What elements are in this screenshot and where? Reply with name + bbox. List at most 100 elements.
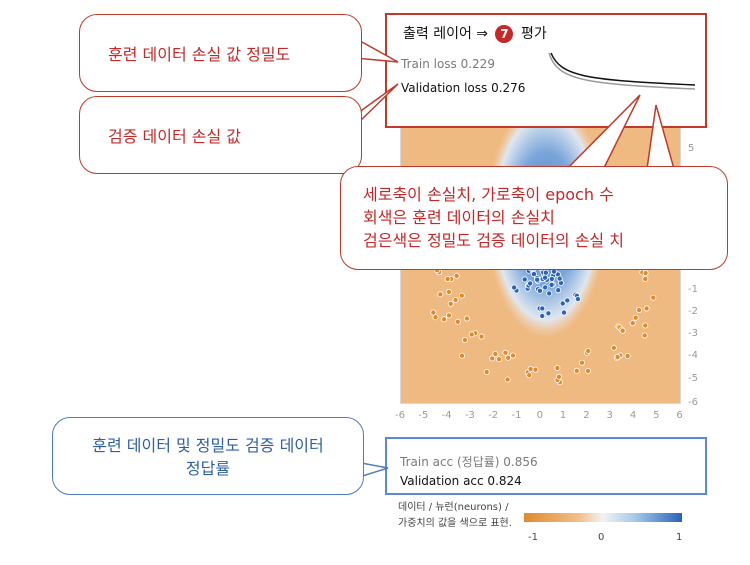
negative-point	[447, 300, 454, 307]
callout-loss-chart-explanation: 세로축이 손실치, 가로축이 epoch 수 회색은 훈련 데이터의 손실치 검…	[340, 166, 728, 270]
negative-point	[489, 355, 496, 362]
positive-point	[539, 312, 546, 319]
negative-point	[650, 294, 657, 301]
train-accuracy-value: Train acc (정답률) 0.856	[400, 455, 538, 469]
negative-point	[444, 276, 451, 283]
output-title-prefix: 출력 레이어 ⇒	[403, 26, 489, 42]
callout-validation-loss: 검증 데이터 손실 값	[79, 96, 362, 174]
callout-3-line-2: 회색은 훈련 데이터의 손실치	[363, 208, 555, 227]
negative-point	[461, 336, 468, 343]
positive-point	[559, 300, 566, 307]
output-layer-header: 출력 레이어 ⇒ 7 평가 Train loss 0.229 Validatio…	[385, 13, 707, 128]
positive-point	[530, 271, 537, 278]
negative-point	[642, 322, 649, 329]
negative-point	[585, 347, 592, 354]
x-tick-label: -3	[464, 410, 475, 421]
negative-point	[492, 350, 499, 357]
x-tick-label: -6	[395, 410, 405, 421]
negative-point	[502, 349, 509, 356]
validation-loss-curve	[550, 52, 696, 86]
negative-point	[555, 373, 562, 380]
y-tick-label: -6	[688, 397, 698, 408]
x-tick-label: 1	[559, 410, 567, 421]
positive-point	[536, 287, 543, 294]
negative-point	[584, 367, 591, 374]
x-tick-label: 4	[629, 410, 637, 421]
negative-point	[554, 364, 561, 371]
legend-color-scale	[524, 513, 682, 522]
positive-point	[574, 296, 581, 303]
positive-point	[521, 276, 528, 283]
callout-accuracy: 훈련 데이터 및 정밀도 검증 데이터 정답률	[52, 417, 364, 495]
negative-point	[614, 353, 621, 360]
legend-description: 데이터 / 뉴런(neurons) / 가중치의 값을 색으로 표현.	[398, 502, 512, 529]
x-tick-label: 6	[676, 410, 683, 421]
negative-point	[432, 314, 439, 321]
x-tick-label: -4	[441, 410, 452, 421]
y-tick-label: -4	[688, 350, 698, 361]
negative-point	[635, 307, 642, 314]
callout-3-pointer-left	[558, 94, 641, 177]
negative-point	[624, 352, 631, 359]
x-tick-label: -1	[511, 410, 522, 421]
callout-4-line-1: 훈련 데이터 및 정밀도 검증 데이터	[92, 436, 324, 455]
negative-point	[478, 333, 485, 340]
positive-point	[555, 287, 562, 294]
negative-point	[496, 356, 503, 363]
negative-point	[453, 272, 460, 279]
negative-point	[446, 312, 453, 319]
positive-point	[545, 310, 552, 317]
negative-point	[642, 269, 649, 276]
positive-point	[542, 274, 549, 281]
negative-point	[629, 320, 636, 327]
negative-point	[468, 331, 475, 338]
negative-point	[430, 309, 437, 316]
negative-point	[527, 365, 534, 372]
positive-point	[546, 290, 553, 297]
negative-point	[641, 332, 648, 339]
loss-curve-chart	[548, 52, 696, 90]
output-title: 출력 레이어 ⇒ 7 평가	[403, 23, 547, 43]
negative-point	[459, 352, 466, 359]
negative-point	[526, 372, 533, 379]
negative-point	[510, 352, 517, 359]
negative-point	[445, 288, 452, 295]
validation-loss-value: Validation loss 0.276	[401, 81, 526, 95]
positive-point	[564, 297, 571, 304]
negative-point	[610, 344, 617, 351]
negative-point	[504, 376, 511, 383]
callout-4-line-2: 정답률	[185, 459, 231, 478]
negative-point	[463, 315, 470, 322]
positive-point	[560, 309, 567, 316]
negative-point	[643, 305, 650, 312]
output-title-suffix: 평가	[520, 26, 547, 42]
positive-point	[542, 284, 549, 291]
negative-point	[573, 367, 580, 374]
callout-3-line-1: 세로축이 손실치, 가로축이 epoch 수	[363, 185, 614, 204]
train-loss-curve	[548, 52, 696, 90]
positive-point	[548, 275, 555, 282]
negative-point	[578, 359, 585, 366]
y-tick-label: -3	[688, 328, 698, 339]
y-tick-label: -2	[688, 306, 698, 317]
x-tick-label: 3	[606, 410, 613, 421]
x-tick-label: 5	[653, 410, 660, 421]
positive-point	[556, 275, 563, 282]
legend-mid-label: 0	[598, 532, 605, 543]
negative-point	[483, 368, 490, 375]
x-tick-label: -5	[418, 410, 429, 421]
positive-point	[527, 280, 534, 287]
negative-point	[441, 316, 448, 323]
validation-accuracy-value: Validation acc 0.824	[400, 474, 522, 488]
accuracy-box: Train acc (정답률) 0.856 Validation acc 0.8…	[385, 437, 707, 495]
negative-point	[437, 291, 444, 298]
positive-point	[539, 305, 546, 312]
positive-point	[548, 281, 555, 288]
y-tick-label: 5	[688, 143, 695, 154]
callout-train-loss-text: 훈련 데이터 손실 값 정밀도	[108, 45, 291, 64]
step-badge: 7	[495, 25, 514, 43]
negative-point	[632, 314, 639, 321]
legend-min-label: -1	[528, 532, 538, 543]
negative-point	[642, 275, 649, 282]
